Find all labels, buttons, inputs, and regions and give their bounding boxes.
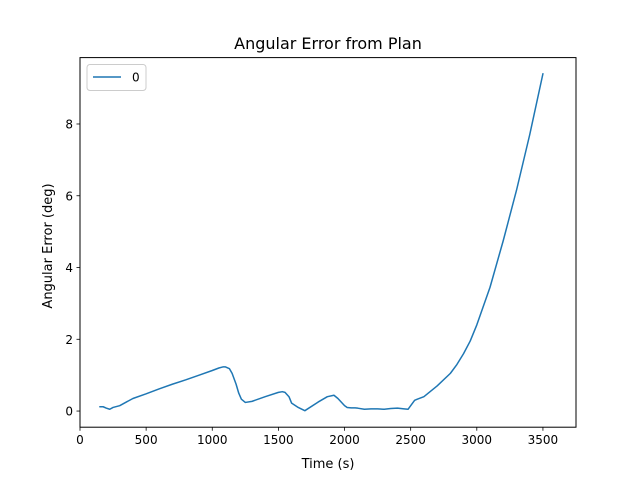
x-tick-label: 3000 (462, 433, 493, 447)
y-tick-label: 0 (65, 405, 73, 419)
y-axis-ticks: 0 2 4 6 8 (65, 117, 80, 419)
y-tick-label: 8 (65, 117, 73, 131)
x-tick-label: 1500 (263, 433, 294, 447)
y-tick-label: 4 (65, 261, 73, 275)
x-axis-ticks: 0 500 1000 1500 2000 2500 3000 3500 (76, 427, 558, 447)
plot-area-frame (79, 57, 577, 428)
x-tick-label: 0 (76, 433, 84, 447)
legend: 0 (86, 64, 147, 91)
legend-label-0: 0 (132, 71, 140, 85)
x-tick-label: 500 (135, 433, 158, 447)
x-tick-label: 2000 (329, 433, 360, 447)
x-tick-label: 1000 (197, 433, 228, 447)
chart-title: Angular Error from Plan (234, 34, 422, 53)
y-axis-label: Angular Error (deg) (41, 183, 56, 308)
y-tick-label: 6 (65, 189, 73, 203)
x-axis-label: Time (s) (301, 457, 355, 472)
series-line-0 (99, 73, 544, 412)
x-tick-label: 2500 (395, 433, 426, 447)
x-tick-label: 3500 (528, 433, 559, 447)
series-layer (99, 73, 544, 412)
y-tick-label: 2 (65, 333, 73, 347)
